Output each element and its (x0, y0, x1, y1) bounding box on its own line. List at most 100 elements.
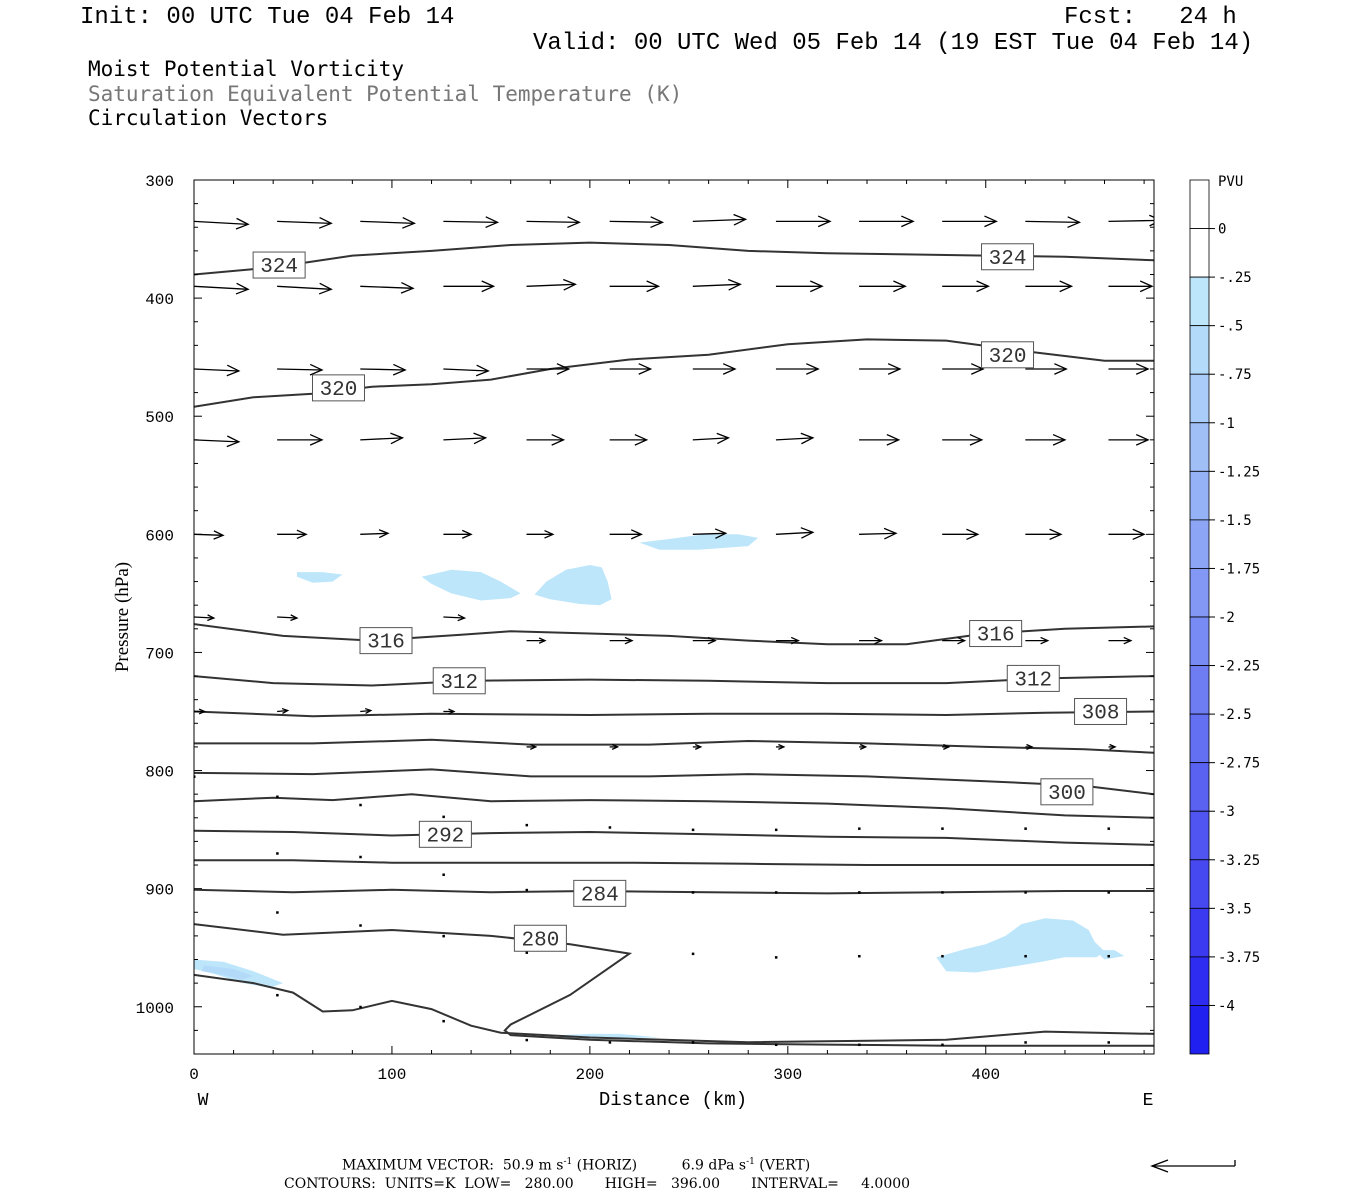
y-tick-label: 900 (145, 882, 174, 900)
circulation-vector (692, 363, 737, 375)
pv-region (421, 569, 521, 601)
max-vector-label: MAXIMUM VECTOR: (342, 1157, 494, 1174)
circulation-vector (526, 743, 538, 750)
vector-head (544, 529, 555, 539)
weak-vector-dot (276, 795, 279, 799)
circulation-vector (859, 215, 915, 228)
circulation-vector (942, 280, 991, 293)
contour-label: 292 (426, 825, 464, 848)
vector-head (1049, 528, 1063, 541)
weak-vector-dot (276, 993, 279, 997)
contour-label: 280 (521, 929, 559, 952)
circulation-vector (443, 529, 473, 539)
circulation-vector (360, 529, 390, 539)
contour-label-box (1074, 697, 1128, 725)
vector-head (475, 364, 490, 377)
circulation-vector (277, 707, 290, 715)
vector-head (1123, 636, 1133, 645)
theta-contour-line (194, 973, 1154, 1044)
vector-shaft (692, 283, 741, 287)
vector-shaft (277, 285, 332, 290)
weak-vector-dot (941, 1043, 944, 1047)
contour-label-box (418, 820, 472, 848)
vector-head (707, 636, 717, 645)
theta-contour-line (194, 829, 1154, 846)
contour-label-box (513, 924, 567, 952)
vector-shaft (1025, 220, 1080, 223)
y-axis-label: Pressure (hPa) (112, 562, 133, 672)
circulation-vector (277, 282, 333, 295)
circulation-vector (443, 432, 488, 445)
vector-head (485, 216, 500, 229)
circulation-vector (692, 213, 748, 226)
colorbar-level-label: -3 (1218, 804, 1235, 820)
vector-head (1059, 280, 1074, 293)
weak-vector-dot (1107, 954, 1110, 958)
colorbar-swatch (1189, 665, 1210, 715)
axis-layer: 300 400 500 600 700 800 900 1000 0 100 200 300 400 (136, 173, 1154, 1084)
vector-shaft (775, 437, 813, 441)
colorbar-swatch (1189, 810, 1210, 861)
colorbar-level-label: -.25 (1218, 270, 1252, 286)
vector-shaft (609, 220, 663, 223)
circulation-vector (942, 433, 984, 446)
vector-shaft (194, 616, 214, 619)
colorbar-level-label: -1 (1218, 416, 1235, 432)
circulation-vector (1025, 528, 1063, 541)
circulation-vector (692, 743, 703, 750)
vector-head (650, 216, 665, 229)
vector-shaft (692, 532, 726, 535)
weak-vector-dot (359, 1005, 362, 1009)
vector-head (226, 435, 241, 448)
colorbar-swatch (1189, 616, 1210, 666)
theta-contour-line (194, 793, 1154, 819)
circulation-vector (360, 363, 407, 376)
vector-shaft (360, 368, 406, 371)
title-vectors: Circulation Vectors (88, 106, 329, 130)
contour-label-box (573, 879, 627, 907)
circulation-vector (526, 433, 566, 446)
contour-info-line: CONTOURS: UNITS=K LOW= 280.00 HIGH= 396.… (284, 1176, 911, 1192)
weak-vector-dot (525, 951, 529, 954)
pv-region (639, 534, 759, 550)
vector-head (957, 636, 967, 645)
circulation-vector (194, 217, 250, 230)
circulation-vector (1108, 280, 1154, 293)
vector-head (461, 529, 473, 539)
circulation-vector (1025, 363, 1068, 375)
weak-vector-dot (442, 815, 445, 819)
circulation-vector (775, 215, 832, 228)
colorbar-swatch (1189, 956, 1210, 1006)
vector-head (778, 743, 786, 750)
vert-unit-exponent: -1 (746, 1157, 755, 1167)
y-tick-label: 500 (145, 409, 174, 427)
weak-vector-dot (858, 1043, 861, 1047)
theta-contour-line (194, 710, 1154, 718)
colorbar-swatch (1189, 713, 1210, 764)
colorbar-swatch (1189, 325, 1210, 375)
circulation-vector (1108, 528, 1146, 541)
theta-contour-line (194, 675, 1154, 687)
circulation-vector (360, 707, 373, 715)
weak-vector-dot (1024, 954, 1027, 958)
circulation-vector (775, 527, 815, 539)
circulation-vector (1025, 216, 1082, 229)
colorbar-level-label: -2.5 (1218, 707, 1252, 723)
contour-label-layer: 324 324 320 320 316 316 312 312 308 300 292 284 280 (252, 243, 1128, 952)
circulation-vector (194, 364, 241, 377)
y-tick-label: 1000 (136, 1000, 174, 1018)
weak-vector-dot (941, 827, 944, 830)
vector-shaft (277, 616, 297, 619)
vector-head (611, 743, 620, 750)
colorbar-level-label: -3.75 (1218, 950, 1260, 966)
colorbar-unit-label: PVU (1218, 174, 1243, 190)
circulation-vector (277, 433, 324, 446)
circulation-vector-layer (194, 213, 1154, 1047)
weak-vector-dot (359, 803, 362, 807)
weak-vector-dot (774, 828, 778, 832)
colorbar-swatch (1189, 907, 1210, 958)
colorbar-level-label: -4 (1218, 998, 1235, 1014)
vector-shaft (526, 220, 580, 223)
circulation-vector (859, 433, 901, 446)
circulation-vector (526, 216, 581, 229)
